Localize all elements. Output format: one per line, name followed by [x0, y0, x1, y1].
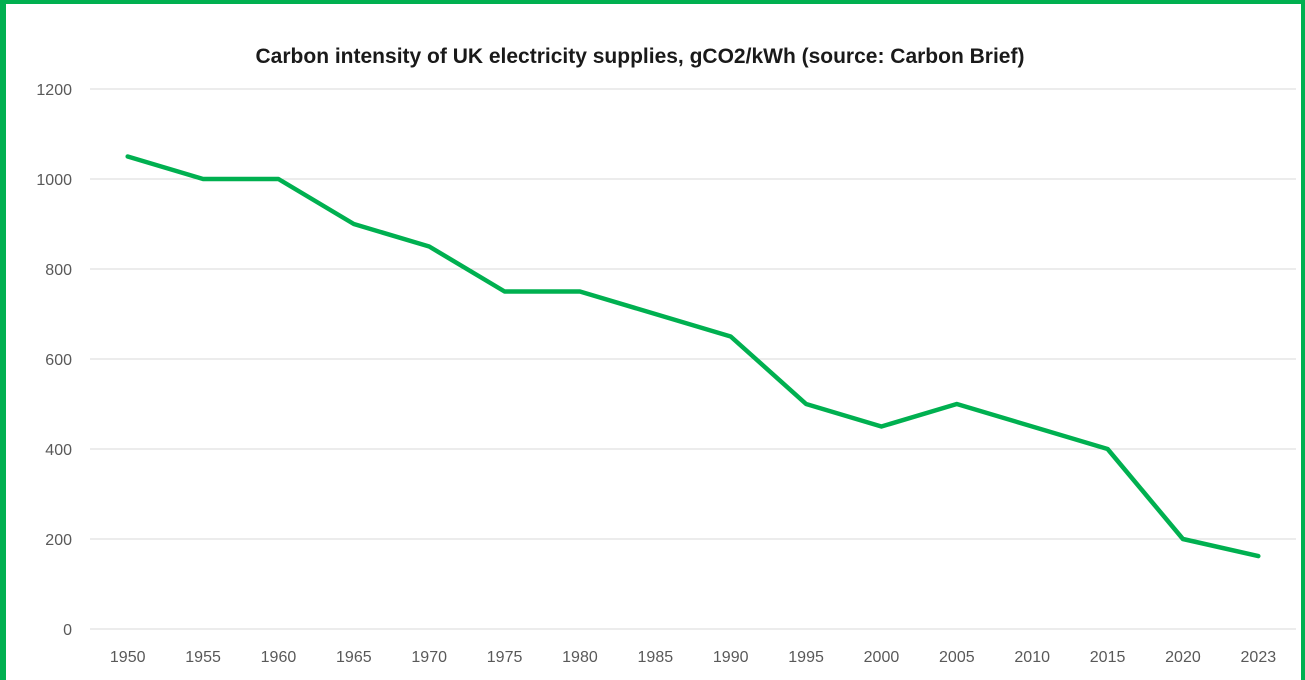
x-axis-tick-labels: 1950 1955 1960 1965 1970 1975 1980 1985 1990 1995…	[110, 649, 1276, 666]
x-tick-label: 1985	[638, 649, 674, 666]
x-tick-label: 1950	[110, 649, 146, 666]
x-tick-label: 2010	[1014, 649, 1050, 666]
x-tick-label: 2020	[1165, 649, 1201, 666]
y-tick-label: 600	[45, 352, 72, 369]
x-tick-label: 1960	[261, 649, 297, 666]
x-tick-label: 1965	[336, 649, 372, 666]
y-tick-label: 1200	[36, 82, 72, 99]
carbon-intensity-line-chart: Carbon intensity of UK electricity suppl…	[36, 45, 1296, 666]
series-layer	[125, 154, 1261, 559]
gridlines	[90, 88, 1296, 630]
x-tick-label: 1970	[411, 649, 447, 666]
x-tick-label: 1990	[713, 649, 749, 666]
y-tick-label: 200	[45, 532, 72, 549]
x-tick-label: 2000	[864, 649, 900, 666]
x-tick-label: 1975	[487, 649, 523, 666]
y-tick-label: 400	[45, 442, 72, 459]
x-tick-label: 2005	[939, 649, 975, 666]
x-tick-label: 2023	[1241, 649, 1277, 666]
y-tick-label: 0	[63, 622, 72, 639]
x-tick-label: 1980	[562, 649, 598, 666]
chart-title: Carbon intensity of UK electricity suppl…	[256, 45, 1025, 68]
y-axis-tick-labels: 0 200 400 600 800 1000 1200	[36, 82, 72, 639]
y-tick-label: 800	[45, 262, 72, 279]
x-tick-label: 1995	[788, 649, 824, 666]
x-tick-label: 1955	[185, 649, 221, 666]
y-tick-label: 1000	[36, 172, 72, 189]
series-line-0	[125, 154, 1261, 559]
x-tick-label: 2015	[1090, 649, 1126, 666]
